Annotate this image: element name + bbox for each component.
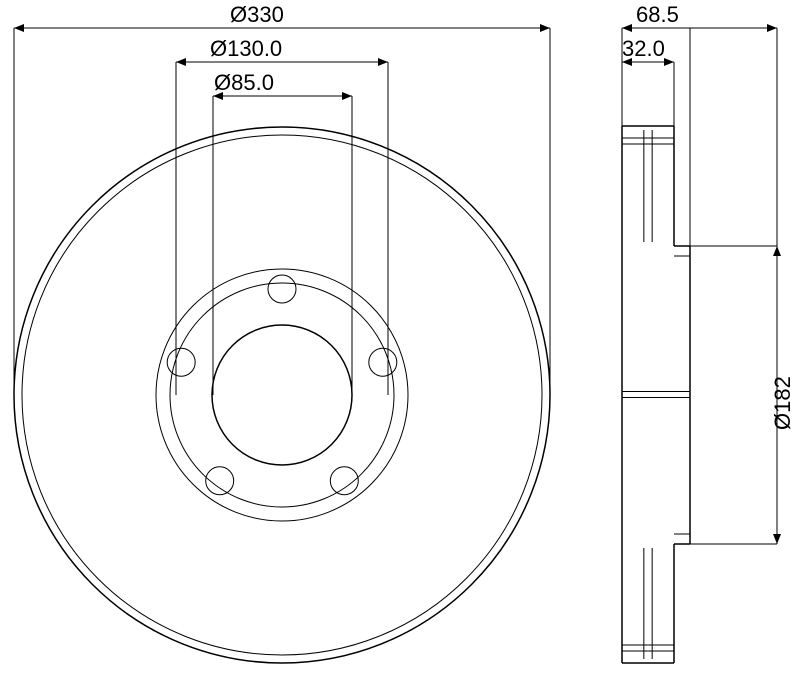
dimension-label: Ø330 <box>230 2 284 27</box>
technical-drawing: Ø330 Ø130.0 Ø85.0 68.5 32.0 Ø182 <box>0 0 800 687</box>
center-bore-circle <box>212 325 352 465</box>
outer-diameter-circle <box>14 127 550 663</box>
dimension-label: Ø182 <box>770 376 795 430</box>
bolt-hole <box>268 275 296 303</box>
hat-outer-circle <box>156 269 408 521</box>
dimension-label: 68.5 <box>636 2 679 27</box>
dimension-label: Ø130.0 <box>210 36 282 61</box>
dimension-label: Ø85.0 <box>214 70 274 95</box>
bolt-hole <box>369 348 397 376</box>
dimension-label: 32.0 <box>622 36 665 61</box>
bolt-hole <box>167 348 195 376</box>
